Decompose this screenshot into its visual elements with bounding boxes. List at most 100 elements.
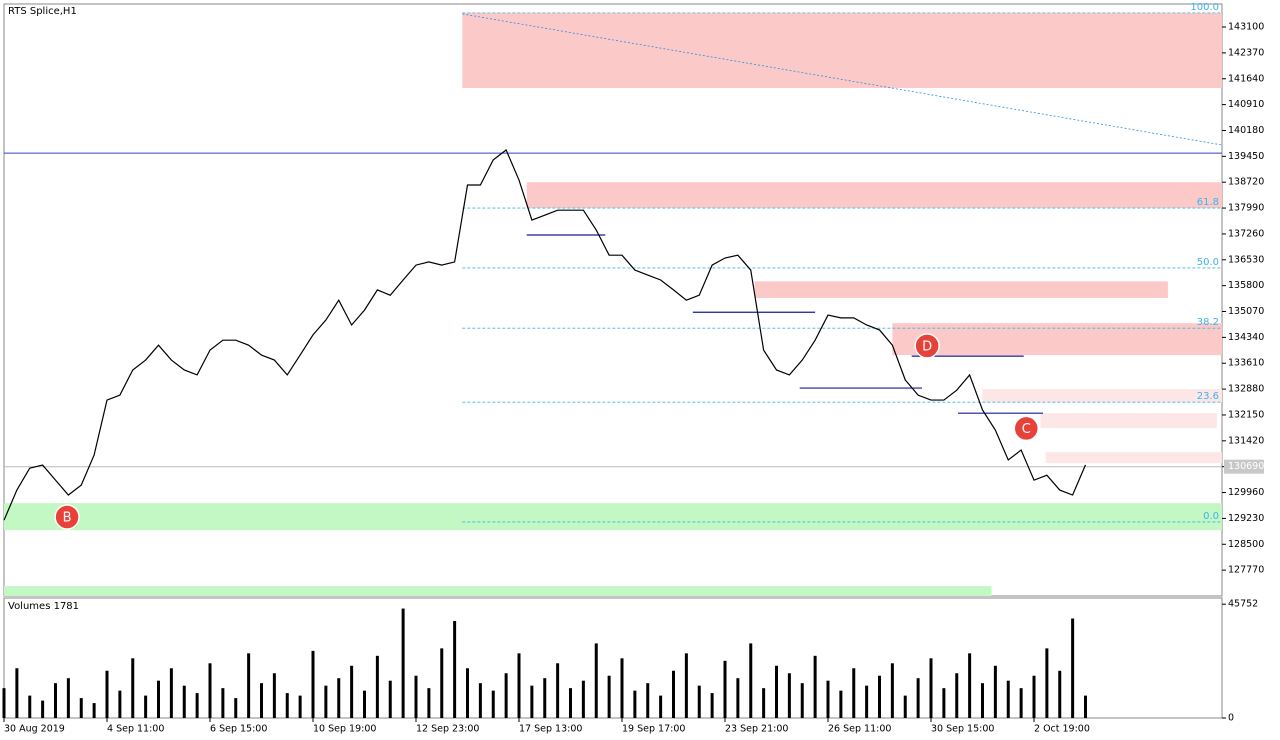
volume-bar (865, 685, 869, 718)
volume-bar (41, 700, 45, 718)
volume-bar (1084, 695, 1087, 718)
volume-bar (2, 688, 6, 718)
volume-bar (852, 668, 856, 718)
volume-bar (916, 678, 920, 718)
y-tick-label: 137260 (1228, 228, 1264, 239)
volume-bar (659, 695, 663, 718)
volume-bar (517, 653, 521, 718)
volume-bar (234, 698, 238, 718)
volume-bar (749, 643, 753, 718)
volume-bar (1032, 675, 1036, 718)
x-tick-label: 4 Sep 11:00 (107, 724, 164, 735)
volume-bar (646, 683, 650, 718)
zone (462, 12, 1222, 88)
y-tick-label: 135800 (1228, 280, 1264, 291)
zone (526, 182, 1222, 209)
marker (1013, 415, 1040, 442)
volume-bar (182, 685, 186, 718)
volume-bar (92, 703, 96, 718)
fibo-label: 38.2 (1197, 317, 1219, 328)
volume-bar (28, 695, 32, 718)
fibo-label: 100.0 (1190, 2, 1219, 13)
volume-bar (981, 683, 984, 718)
x-tick-label: 17 Sep 13:00 (519, 724, 582, 735)
volume-bar (208, 663, 212, 718)
volume-bar (839, 690, 843, 718)
volume-bar (350, 665, 354, 718)
volume-bar (736, 678, 740, 718)
y-tick-label: 141640 (1228, 73, 1264, 84)
volume-bar (800, 683, 804, 718)
volume-bar (903, 695, 907, 718)
volume-bar (324, 685, 328, 718)
volume-bar (427, 688, 431, 718)
y-tick-label: 133610 (1228, 358, 1264, 369)
volume-bar (247, 653, 251, 718)
volume-panel (3, 597, 1223, 719)
y-tick-label: 137990 (1228, 203, 1264, 214)
zone (4, 586, 992, 596)
volume-bar (530, 685, 534, 718)
volume-bar (66, 678, 70, 718)
fibo-label: 23.6 (1197, 391, 1219, 402)
volume-bar (697, 685, 701, 718)
last-price-label: 130690 (1228, 461, 1264, 472)
volume-bar (79, 698, 83, 718)
volume-bar (298, 695, 302, 718)
marker (914, 333, 940, 359)
volume-bar (1045, 648, 1049, 718)
volume-bar (929, 658, 933, 718)
volume-title: Volumes 1781 (8, 601, 79, 612)
volume-bar (221, 688, 225, 718)
zone (982, 389, 1222, 403)
volume-bar (955, 673, 959, 718)
x-tick-label: 30 Aug 2019 (4, 724, 65, 735)
volume-bar (169, 668, 173, 718)
volume-bar (440, 648, 444, 718)
volume-bar (54, 683, 57, 718)
x-tick-label: 30 Sep 15:00 (931, 724, 994, 735)
volume-bar (581, 680, 585, 718)
volume-bar (401, 608, 405, 718)
volume-bar (157, 680, 160, 718)
volume-bar (466, 668, 469, 718)
x-tick-label: 10 Sep 19:00 (313, 724, 376, 735)
volume-bar (195, 693, 199, 718)
volume-bar (144, 695, 148, 718)
zone (754, 281, 1168, 299)
volume-bar (607, 675, 611, 718)
x-tick-label: 6 Sep 15:00 (210, 724, 267, 735)
volume-bar (723, 660, 727, 718)
volume-bar (569, 688, 572, 718)
trend-line (462, 13, 1223, 146)
volume-bar (890, 663, 894, 718)
fibo-label: 50.0 (1197, 257, 1219, 268)
y-tick-label: 129230 (1228, 513, 1264, 524)
volume-bar (388, 680, 392, 718)
volume-bar (491, 690, 495, 718)
price-line (3, 149, 1087, 521)
volume-bar (453, 621, 457, 718)
y-tick-label: 132150 (1228, 409, 1264, 420)
volume-bar (15, 668, 19, 718)
volume-bar (813, 655, 817, 718)
volume-bar (118, 690, 122, 718)
volume-bar (775, 665, 778, 718)
volume-bar (993, 665, 997, 718)
zone (4, 503, 1222, 531)
volume-bar (1071, 618, 1075, 718)
volume-bar (478, 683, 482, 718)
volume-bar (1058, 670, 1062, 718)
volume-bar (105, 670, 109, 718)
y-tick-label: 134340 (1228, 332, 1264, 343)
x-tick-label: 12 Sep 23:00 (416, 724, 479, 735)
volume-bar (131, 658, 135, 718)
volume-bar (504, 673, 508, 718)
zone (1045, 452, 1222, 464)
volume-bar (710, 693, 714, 718)
x-tick-label: 2 Oct 19:00 (1034, 724, 1090, 735)
chart-title: RTS Splice,H1 (8, 6, 77, 17)
volume-bar (684, 653, 688, 718)
y-tick-label: 140180 (1228, 125, 1264, 136)
volume-bar (942, 688, 946, 718)
